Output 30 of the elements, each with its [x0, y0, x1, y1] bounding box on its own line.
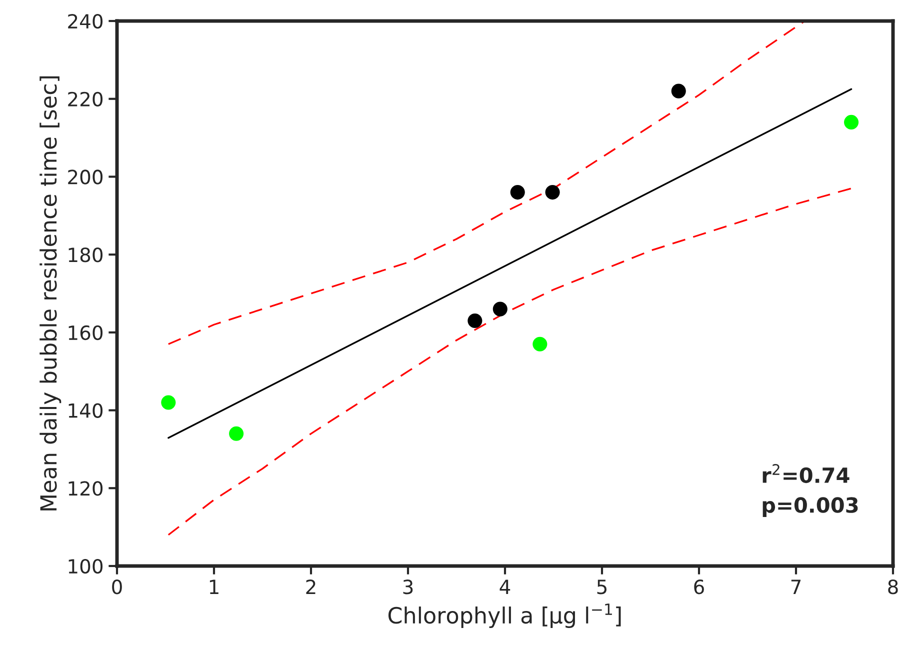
x-tick-label: 7: [791, 580, 801, 594]
point: [844, 114, 859, 130]
y-tick-label: 200: [68, 170, 103, 184]
point: [671, 84, 686, 98]
y-tick-label: 160: [68, 325, 103, 340]
point: [161, 395, 176, 410]
point: [532, 336, 548, 352]
x-tick-label: 4: [500, 580, 510, 594]
x-tick-label: 2: [306, 580, 316, 594]
x-tick-label: 0: [112, 580, 122, 594]
y-tick-label: 240: [68, 14, 103, 29]
point: [510, 185, 525, 200]
point: [492, 302, 508, 316]
y-tick-label: 120: [68, 481, 103, 496]
point: [468, 313, 482, 328]
y-tick-label: 140: [68, 403, 103, 418]
y-tick-label: 220: [68, 92, 103, 107]
x-tick-label: 3: [403, 580, 413, 594]
x-tick-label: 6: [694, 580, 704, 594]
y-axis-title: Mean daily bubble residence time [sec]: [40, 76, 62, 510]
y-tick-label: 180: [68, 248, 103, 262]
point: [545, 185, 560, 200]
x-axis-title: Chlorophyll a [µg l$^{−1}$]: [388, 604, 621, 628]
x-tick-label: 8: [888, 580, 898, 594]
x-tick-label: 5: [597, 580, 606, 594]
line-series: [168, 21, 806, 345]
annotation: r$^{2}$=0.74 p=0.003: [762, 464, 858, 517]
point: [229, 426, 244, 441]
x-tick-label: 1: [210, 580, 218, 594]
y-tick-label: 100: [68, 558, 103, 574]
